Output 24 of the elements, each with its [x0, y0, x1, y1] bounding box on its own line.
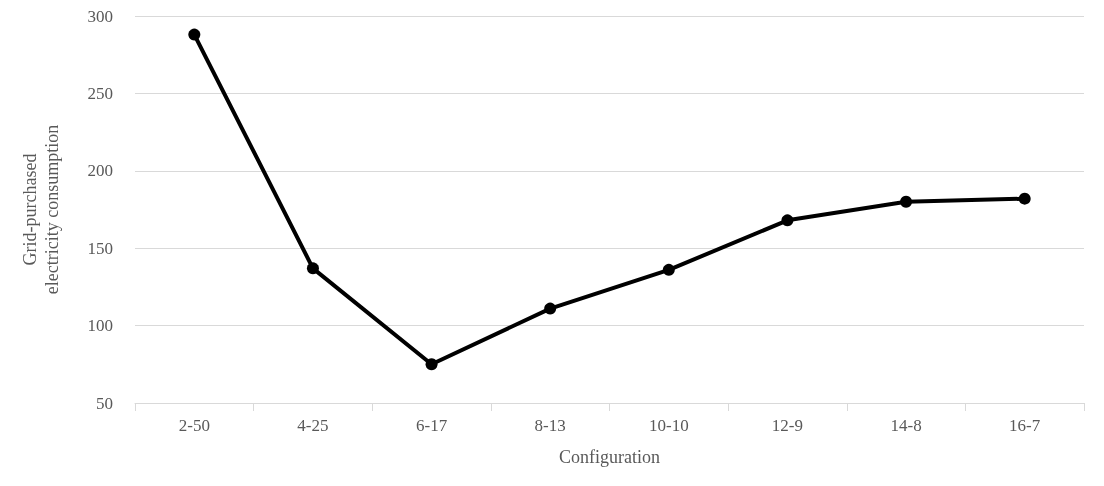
x-axis-title: Configuration	[559, 447, 660, 467]
x-tick-label: 14-8	[890, 416, 922, 435]
x-tick-label: 12-9	[771, 416, 804, 435]
x-tick-label: 4-25	[297, 416, 329, 435]
point	[306, 262, 319, 275]
point	[1018, 192, 1031, 205]
x-tick-label: 2-50	[178, 416, 210, 435]
y-axis-title: Grid-purchased electricity consumption	[20, 124, 62, 295]
x-tick-label: 10-10	[648, 416, 689, 435]
y-tick-label: 50	[96, 393, 113, 413]
point	[188, 28, 201, 41]
y-tick-label: 300	[87, 6, 113, 26]
x-tick-label: 16-7	[1009, 416, 1041, 435]
y-tick-label: 200	[87, 161, 113, 181]
point	[544, 302, 557, 315]
point	[781, 214, 794, 227]
x-tick-label: 6-17	[415, 416, 448, 435]
point	[662, 263, 675, 276]
y-tick-label: 150	[87, 238, 113, 258]
x-tick-label: 8-13	[534, 416, 566, 435]
y-tick-label: 250	[87, 83, 113, 103]
y-tick-label: 100	[87, 316, 113, 336]
point	[425, 358, 438, 371]
point	[900, 195, 913, 208]
